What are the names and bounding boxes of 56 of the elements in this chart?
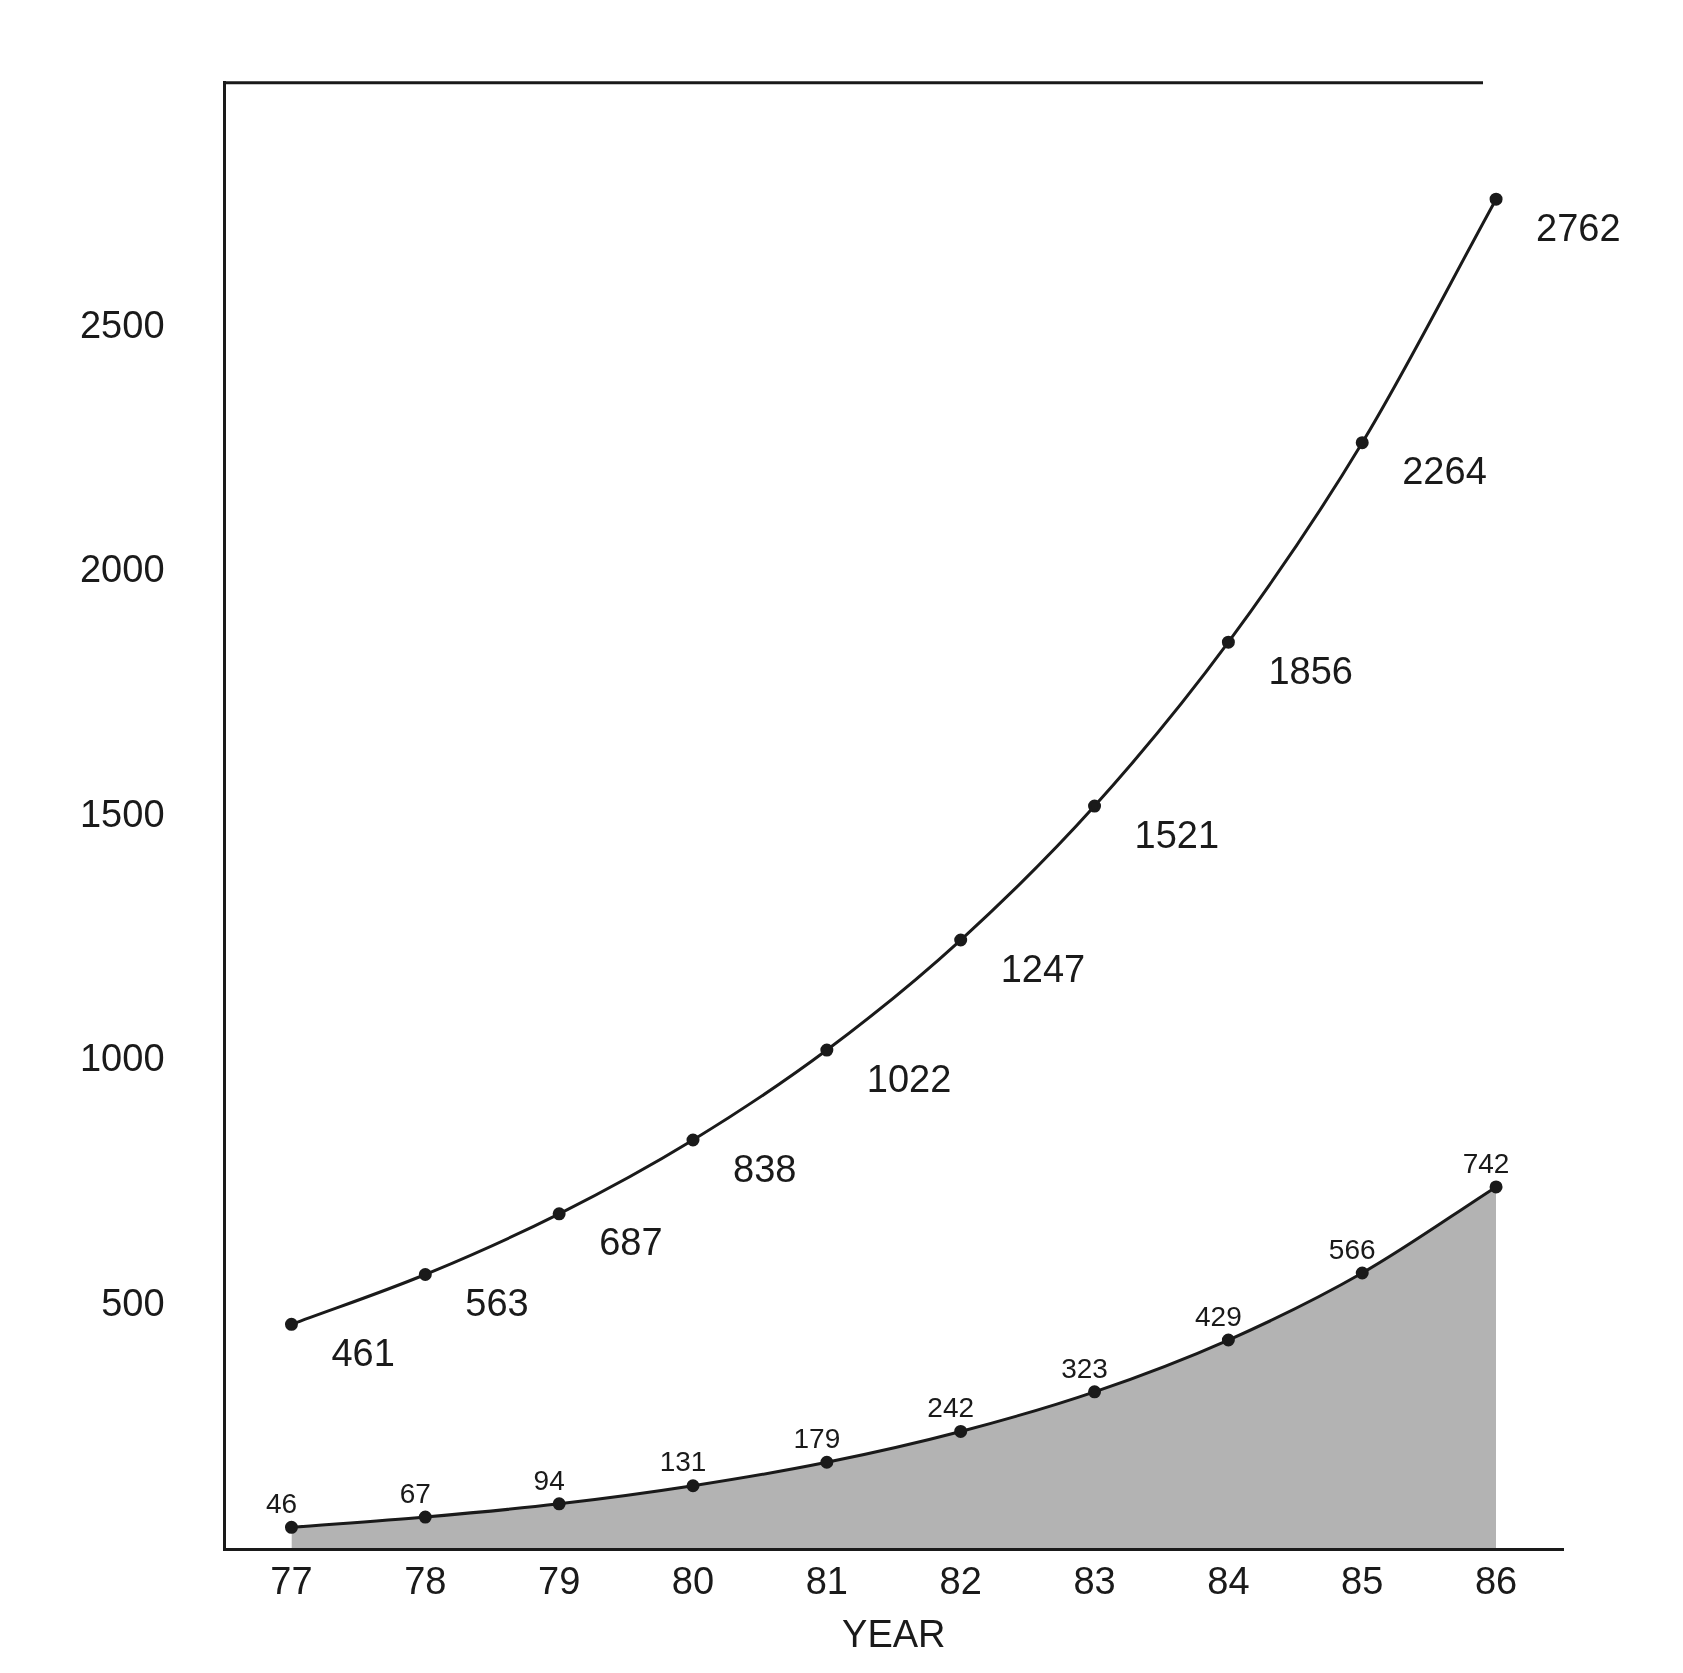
x-tick-label: 85 (1341, 1560, 1384, 1603)
x-tick-label: 79 (538, 1560, 581, 1603)
point (1355, 436, 1369, 450)
data-label: 94 (533, 1464, 565, 1496)
point (1088, 799, 1102, 813)
y-tick-label: 1000 (79, 1037, 165, 1080)
data-label: 131 (659, 1446, 707, 1478)
x-tick-label: 80 (671, 1560, 715, 1603)
data-label: 563 (465, 1281, 529, 1324)
x-tick-label: 81 (805, 1560, 848, 1603)
y-tick-label: 2500 (79, 303, 165, 346)
point (284, 1317, 298, 1331)
point (820, 1455, 834, 1469)
data-label: 742 (1462, 1147, 1510, 1179)
point (820, 1043, 834, 1057)
point (954, 1424, 968, 1438)
x-tick-label: 86 (1474, 1560, 1518, 1603)
data-label: 1856 (1268, 649, 1353, 692)
x-tick-label: 82 (939, 1560, 982, 1603)
data-label: 67 (399, 1477, 431, 1509)
x-tick-label: 83 (1073, 1560, 1116, 1603)
point (954, 933, 968, 947)
point (1088, 1385, 1102, 1399)
data-label: 1022 (866, 1057, 952, 1100)
point (1355, 1266, 1369, 1280)
point (686, 1479, 700, 1493)
x-axis-title: YEAR (842, 1612, 946, 1655)
point (1221, 635, 1235, 649)
data-label: 1247 (1000, 947, 1086, 990)
data-label: 46 (265, 1488, 298, 1520)
data-label: 2762 (1536, 206, 1621, 249)
data-label: 687 (599, 1221, 663, 1264)
x-tick-label: 78 (404, 1560, 447, 1603)
point (1489, 192, 1503, 206)
x-tick-label: 77 (270, 1560, 313, 1603)
data-label: 1521 (1134, 813, 1220, 856)
data-label: 323 (1061, 1352, 1108, 1384)
data-label: 429 (1195, 1300, 1242, 1332)
point (552, 1497, 566, 1511)
point (686, 1133, 700, 1147)
data-label: 242 (927, 1392, 975, 1424)
data-label: 2264 (1402, 450, 1487, 493)
y-tick-label: 2000 (79, 548, 165, 591)
point (284, 1520, 298, 1534)
point (552, 1207, 566, 1221)
data-label: 838 (733, 1147, 797, 1190)
y-tick-label: 1500 (79, 792, 165, 835)
data-label: 179 (793, 1422, 841, 1454)
point (1221, 1333, 1235, 1347)
y-tick-label: 500 (101, 1281, 165, 1324)
data-label: 566 (1328, 1233, 1376, 1265)
point (418, 1510, 432, 1524)
point (418, 1267, 432, 1281)
point (1489, 1180, 1503, 1194)
x-tick-label: 84 (1207, 1560, 1250, 1603)
data-label: 461 (331, 1331, 395, 1374)
